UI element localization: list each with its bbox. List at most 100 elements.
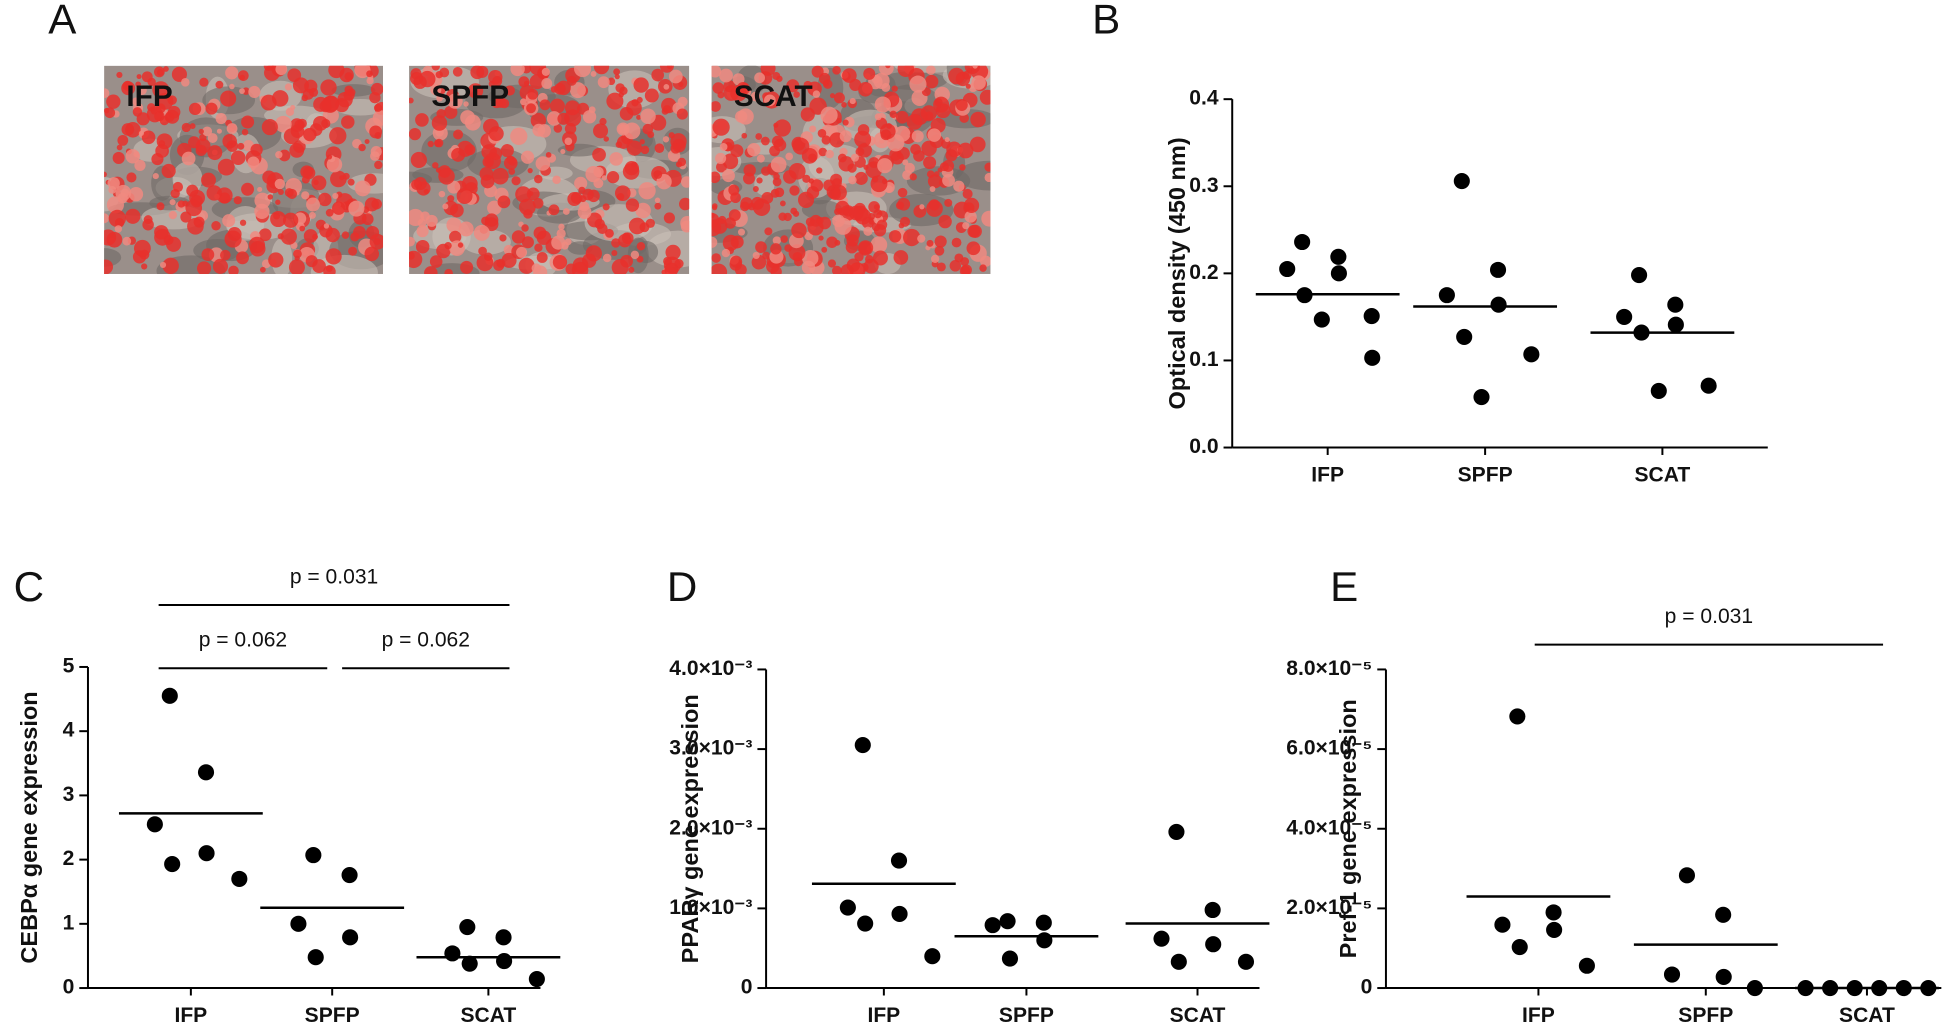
red-cell (332, 201, 346, 215)
red-cell (288, 259, 305, 274)
red-cell (897, 65, 915, 78)
red-cell (493, 259, 505, 271)
red-cell (106, 196, 124, 214)
data-point (1490, 296, 1507, 313)
red-cell (254, 203, 270, 220)
red-cell (771, 135, 784, 148)
red-cell (628, 217, 646, 235)
red-cell (518, 76, 530, 88)
red-cell (959, 164, 966, 171)
red-cell (492, 76, 503, 87)
x-tick-label: SPFP (999, 1004, 1054, 1024)
data-point (984, 917, 1001, 934)
red-cell (220, 90, 237, 107)
red-cell (770, 266, 782, 274)
red-cell (879, 138, 885, 144)
red-cell (895, 201, 905, 210)
red-cell (593, 166, 604, 178)
red-cell (730, 235, 744, 249)
red-cell (719, 68, 733, 83)
data-point (1546, 921, 1563, 938)
red-cell (358, 143, 366, 152)
red-cell (467, 83, 484, 99)
red-cell (614, 74, 620, 80)
red-cell (530, 112, 547, 129)
red-cell (640, 145, 650, 155)
red-cell (923, 156, 937, 170)
red-cell (606, 92, 624, 110)
red-cell (275, 199, 281, 205)
y-tick-label: 0 (63, 976, 75, 999)
red-cell (138, 130, 145, 136)
red-cell (321, 95, 339, 113)
red-cell (239, 74, 246, 81)
red-cell (850, 153, 859, 162)
red-cell (488, 126, 504, 142)
red-cell (569, 82, 586, 99)
red-cell (909, 75, 927, 93)
red-cell (534, 174, 543, 184)
red-cell (821, 246, 828, 253)
red-cell (971, 75, 986, 90)
red-cell (447, 93, 463, 109)
p-value: p = 0.062 (382, 628, 470, 651)
red-cell (504, 85, 515, 96)
red-cell (644, 88, 659, 103)
red-cell (854, 171, 868, 185)
red-cell (966, 68, 973, 74)
red-cell (635, 202, 651, 219)
red-cell (233, 196, 242, 205)
red-cell (849, 97, 856, 105)
red-cell (592, 147, 606, 162)
red-cell (793, 91, 800, 98)
red-cell (772, 71, 781, 80)
red-cell (222, 133, 237, 149)
red-cell (190, 195, 203, 208)
red-cell (761, 192, 774, 204)
red-cell (521, 224, 529, 232)
red-cell (226, 123, 238, 134)
red-cell (142, 218, 154, 231)
red-cell (773, 119, 791, 137)
red-cell (313, 115, 328, 131)
red-cell (906, 114, 923, 130)
red-cell (451, 147, 466, 162)
red-cell (622, 232, 631, 241)
red-cell (364, 139, 370, 145)
red-cell (668, 132, 675, 139)
micrograph (711, 65, 991, 274)
red-cell (779, 200, 786, 207)
data-point (1438, 287, 1455, 304)
red-cell (560, 149, 566, 155)
red-cell (258, 228, 272, 242)
red-cell (747, 142, 761, 157)
red-cell (325, 248, 342, 265)
red-cell (284, 188, 294, 198)
red-cell (290, 105, 296, 111)
red-cell (107, 177, 120, 190)
y-tick-label: 0 (1361, 976, 1373, 999)
red-cell (236, 251, 249, 265)
red-cell (479, 167, 494, 181)
red-cell (750, 91, 761, 102)
red-cell (818, 72, 831, 85)
red-cell (823, 179, 836, 192)
red-cell (574, 65, 592, 78)
p-value: p = 0.031 (290, 565, 378, 588)
red-cell (773, 122, 779, 128)
red-cell (452, 67, 463, 77)
red-cell (870, 175, 888, 193)
red-cell (965, 83, 971, 89)
red-cell (761, 136, 770, 146)
red-cell (536, 251, 548, 263)
red-cell (552, 175, 561, 185)
red-cell (858, 81, 873, 97)
red-cell (663, 212, 675, 224)
red-cell (364, 246, 380, 262)
red-cell (122, 80, 133, 91)
red-cell (755, 133, 763, 140)
red-cell (740, 197, 753, 210)
red-cell (449, 230, 462, 244)
red-cell (770, 243, 782, 255)
